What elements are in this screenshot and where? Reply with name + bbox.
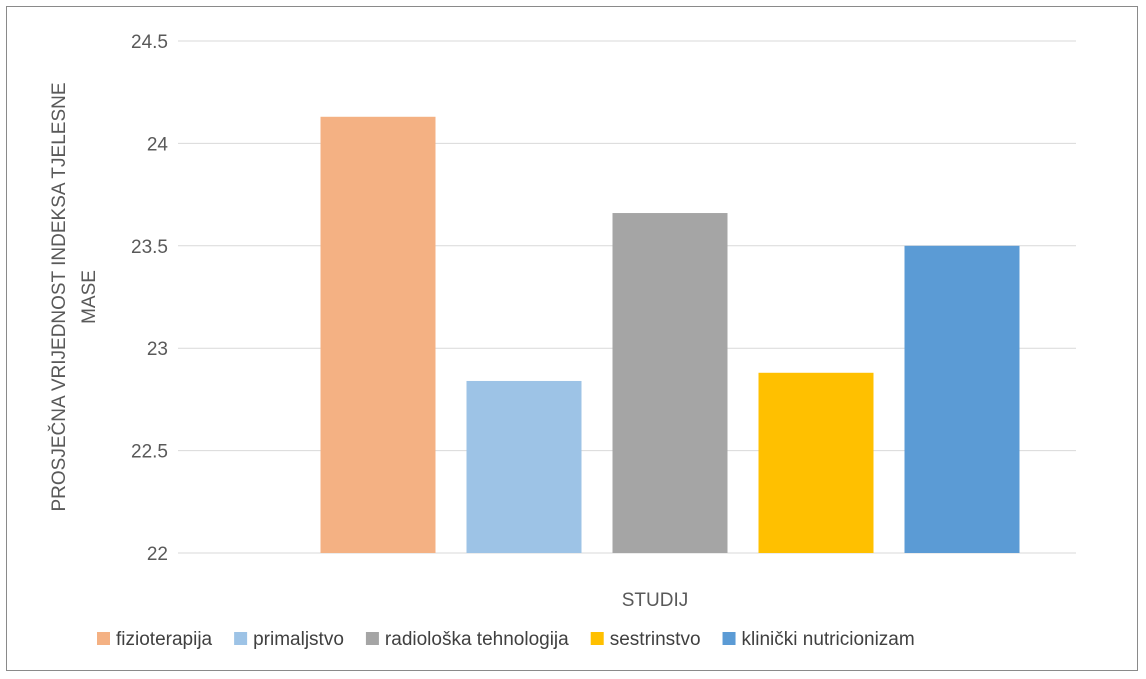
bar-3 xyxy=(612,213,728,554)
y-tick-label: 23 xyxy=(147,339,168,360)
y-tick-label: 24 xyxy=(147,134,169,155)
legend: fizioterapija primaljstvo radiološka tehno… xyxy=(97,629,915,650)
y-tick-label: 22 xyxy=(147,544,168,565)
legend-swatch xyxy=(97,632,110,645)
x-axis-title: STUDIJ xyxy=(622,590,689,611)
legend-swatch xyxy=(234,632,248,645)
y-tick-label: 24.5 xyxy=(131,32,168,53)
legend-swatch xyxy=(722,632,736,645)
y-axis-title-line-1: PROSJEČNA VRIJEDNOST INDEKSA TJELESNE xyxy=(48,82,70,511)
legend-label: radiološka tehnologija xyxy=(385,629,569,650)
y-axis-title: PROSJEČNA VRIJEDNOST INDEKSA TJELESNE MA… xyxy=(48,82,100,511)
legend-label: fizioterapija xyxy=(116,629,213,650)
bar-5 xyxy=(904,245,1020,554)
y-axis-title-line-2: MASE xyxy=(79,270,100,324)
y-tick-label: 23.5 xyxy=(131,237,168,258)
bar-2 xyxy=(466,380,582,553)
legend-swatch xyxy=(590,632,604,645)
bar-4 xyxy=(758,372,874,553)
y-tick-label: 22.5 xyxy=(131,442,168,463)
legend-swatch xyxy=(365,632,379,645)
y-tick-labels: 22 22.5 23 23.5 24 24.5 xyxy=(131,32,168,565)
bars xyxy=(320,116,1020,554)
legend-label: primaljstvo xyxy=(253,629,344,650)
legend-label: sestrinstvo xyxy=(610,629,701,650)
bar-1 xyxy=(320,116,436,553)
legend-label: klinički nutricionizam xyxy=(742,629,915,650)
